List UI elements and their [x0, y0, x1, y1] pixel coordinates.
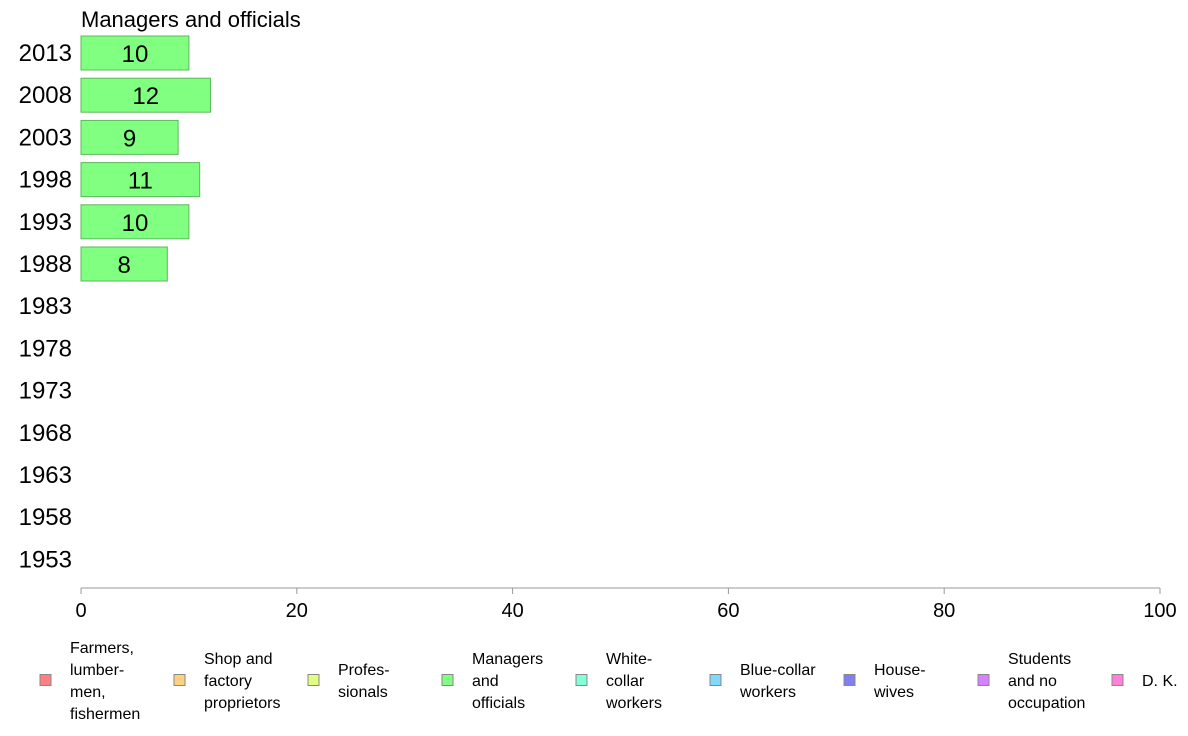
legend-label: Blue-collar [740, 662, 816, 679]
legend-item: Students and no occupation [977, 651, 1085, 712]
bar-value-label: 9 [123, 125, 136, 152]
year-label: 1988 [19, 251, 72, 278]
legend-swatch [39, 674, 52, 686]
x-tick-label: 80 [933, 600, 955, 622]
legend-label: Students [1008, 651, 1071, 668]
legend-label: workers [739, 684, 796, 701]
bar [80, 204, 190, 240]
legend-item: House-wives [843, 662, 926, 701]
bar-value-label: 10 [122, 210, 149, 237]
legend-label: wives [873, 684, 914, 701]
legend-label: collar [606, 673, 645, 690]
year-label: 1973 [19, 378, 72, 405]
legend-label: sionals [338, 684, 388, 701]
bar [80, 162, 201, 198]
legend-label: Profes- [338, 662, 390, 679]
legend-label: fishermen [70, 706, 140, 723]
year-label: 1958 [19, 504, 72, 531]
legend-item: Shop and factory proprietors [173, 651, 280, 712]
bar-value-label: 12 [132, 83, 159, 110]
year-label: 1993 [19, 209, 72, 236]
legend-label: White- [606, 651, 652, 668]
legend-swatch [843, 674, 856, 686]
legend-label: proprietors [204, 695, 280, 712]
year-label: 1983 [19, 293, 72, 320]
year-label: 2008 [19, 82, 72, 109]
legend-item: Profes-sionals [307, 662, 390, 701]
bar-value-label: 11 [128, 168, 153, 195]
legend-label: men, [70, 684, 106, 701]
x-tick-label: 100 [1143, 600, 1176, 622]
x-tick-label: 60 [717, 600, 739, 622]
legend-label: D. K. [1142, 673, 1178, 690]
legend-label: and [472, 673, 499, 690]
legend-label: Managers [472, 651, 543, 668]
legend-swatch [575, 674, 588, 686]
x-tick-label: 0 [75, 600, 86, 622]
bar [80, 246, 168, 282]
bar [80, 119, 179, 155]
year-label: 1978 [19, 335, 72, 362]
year-label: 1998 [19, 167, 72, 194]
legend-item: Farmers, lumber-men, fishermen [39, 640, 140, 723]
legend-swatch [173, 674, 186, 686]
year-label: 1968 [19, 420, 72, 447]
x-tick-label: 40 [501, 600, 523, 622]
bar-value-label: 10 [122, 41, 149, 68]
legend-label: and no [1008, 673, 1057, 690]
bar [80, 77, 211, 113]
legend-label: factory [204, 673, 252, 690]
year-label: 2003 [19, 124, 72, 151]
chart-title: Managers and officials [81, 7, 301, 32]
legend-swatch [307, 674, 320, 686]
legend-label: occupation [1008, 695, 1085, 712]
x-axis: 0 20 40 60 80 100 [75, 587, 1177, 622]
x-tick-label: 20 [286, 600, 308, 622]
legend-swatch [977, 674, 990, 686]
legend-swatch [1111, 674, 1124, 686]
year-label: 1953 [19, 546, 72, 573]
year-labels: 2013 2008 2003 1998 1993 1988 1983 1978 1973 1968… [19, 40, 72, 573]
legend-swatch [441, 674, 454, 686]
bars: 10 12 9 11 10 8 [80, 35, 211, 282]
legend-item: Managers and officials [441, 651, 543, 712]
legend-label: workers [605, 695, 662, 712]
legend-item: D. K. [1111, 673, 1178, 690]
legend: Farmers, lumber-men, fishermen Shop and fact… [39, 640, 1178, 723]
legend-label: Shop and [204, 651, 273, 668]
bar-value-label: 8 [117, 252, 130, 279]
year-label: 2013 [19, 40, 72, 67]
legend-item: Blue-collar workers [709, 662, 816, 701]
legend-label: House- [874, 662, 926, 679]
year-label: 1963 [19, 462, 72, 489]
legend-item: White-collar workers [575, 651, 662, 712]
legend-label: lumber- [70, 662, 124, 679]
legend-label: officials [472, 695, 525, 712]
legend-label: Farmers, [70, 640, 134, 657]
bar [80, 35, 190, 71]
legend-swatch [709, 674, 722, 686]
